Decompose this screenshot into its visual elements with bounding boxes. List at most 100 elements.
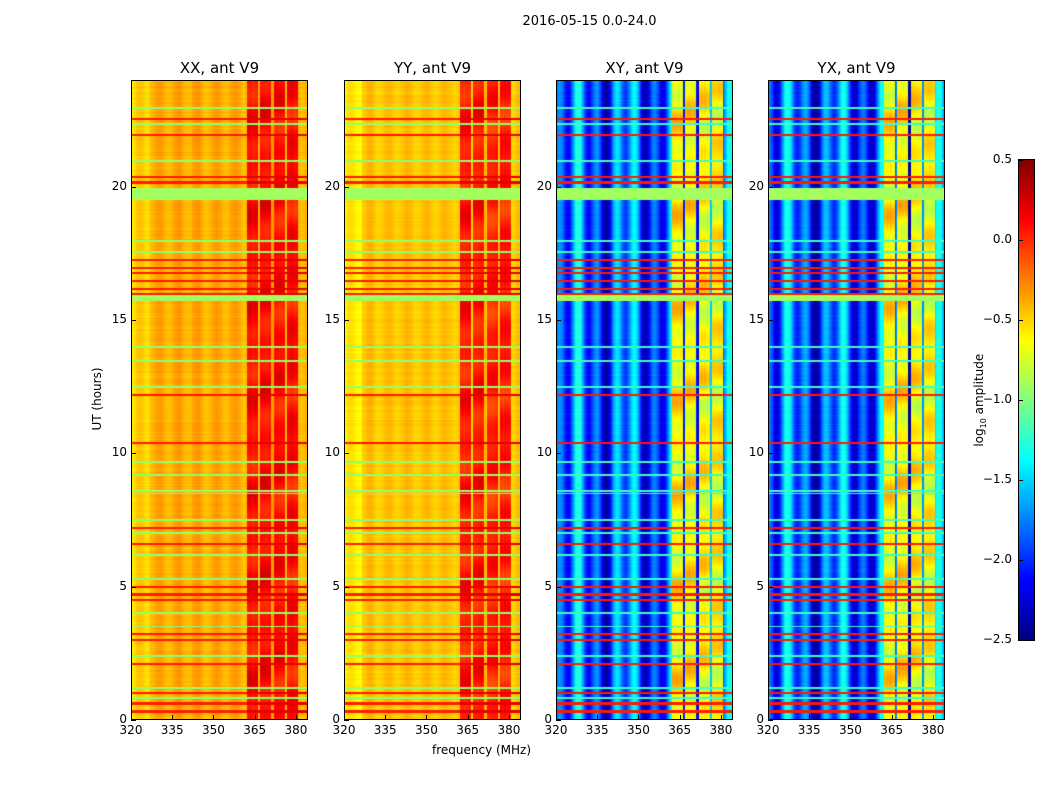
y-tick-label: 0	[332, 712, 340, 726]
y-tick-mark	[556, 720, 561, 721]
colorbar-label-rest: amplitude	[971, 353, 986, 419]
y-tick-label: 15	[111, 312, 127, 326]
y-axis-label: UT (hours)	[90, 367, 104, 431]
x-tick-label: 380	[709, 723, 733, 737]
x-axis-label: frequency (MHz)	[432, 743, 532, 757]
panel-title: YX, ant V9	[817, 59, 896, 77]
colorbar-tick-mark	[1019, 560, 1023, 561]
colorbar-tick-label: −2.5	[982, 632, 1012, 646]
heatmap-canvas	[345, 81, 520, 719]
y-tick-label: 20	[536, 178, 552, 193]
y-tick-mark	[344, 586, 349, 588]
x-tick-mark	[385, 715, 387, 720]
y-tick-mark	[344, 320, 349, 321]
colorbar-label-sub: 10	[979, 418, 989, 429]
colorbar-tick-mark	[1019, 480, 1023, 481]
heatmap-panel	[768, 80, 945, 720]
colorbar-tick-label: −0.5	[982, 312, 1012, 326]
y-tick-mark	[344, 720, 349, 721]
x-tick-label: 365	[456, 723, 480, 737]
x-tick-mark	[850, 715, 852, 720]
x-tick-label: 320	[544, 723, 568, 737]
colorbar-gradient	[1019, 160, 1034, 640]
y-tick-mark	[768, 320, 773, 321]
y-tick-label: 15	[536, 312, 552, 326]
x-tick-label: 365	[243, 723, 267, 737]
y-tick-mark	[556, 186, 561, 188]
x-tick-mark	[809, 715, 811, 720]
x-tick-mark	[508, 715, 510, 720]
x-tick-label: 350	[202, 723, 225, 737]
x-tick-label: 350	[839, 723, 862, 737]
colorbar	[1018, 159, 1035, 641]
y-tick-mark	[131, 186, 136, 188]
y-tick-label: 10	[748, 445, 764, 460]
x-tick-label: 380	[497, 723, 521, 737]
colorbar-tick-mark	[1019, 160, 1023, 161]
x-tick-label: 320	[332, 723, 356, 737]
y-tick-mark	[131, 453, 136, 455]
x-tick-label: 365	[668, 723, 692, 737]
y-tick-label: 10	[111, 445, 127, 460]
y-tick-label: 5	[119, 578, 127, 593]
x-tick-mark	[213, 715, 215, 720]
heatmap-panel	[556, 80, 733, 720]
colorbar-tick-label: −1.0	[982, 392, 1012, 406]
y-tick-mark	[131, 320, 136, 321]
y-tick-mark	[131, 586, 136, 588]
colorbar-tick-label: 0.5	[992, 152, 1012, 166]
y-tick-mark	[131, 720, 136, 721]
x-tick-mark	[891, 715, 893, 720]
x-tick-mark	[344, 715, 345, 720]
y-tick-label: 15	[324, 312, 340, 326]
x-tick-label: 380	[284, 723, 308, 737]
y-tick-mark	[556, 320, 561, 321]
panel-title: XY, ant V9	[605, 59, 684, 77]
y-tick-label: 20	[748, 178, 764, 193]
colorbar-label-log: log	[971, 428, 986, 447]
y-tick-mark	[344, 186, 349, 188]
x-tick-mark	[295, 715, 297, 720]
heatmap-panel	[131, 80, 308, 720]
y-tick-label: 0	[756, 712, 764, 726]
y-tick-mark	[556, 453, 561, 455]
x-tick-label: 380	[921, 723, 945, 737]
y-tick-label: 20	[111, 178, 127, 193]
x-tick-mark	[932, 715, 934, 720]
x-tick-mark	[556, 715, 557, 720]
y-tick-mark	[344, 453, 349, 455]
x-tick-label: 335	[585, 723, 609, 737]
heatmap-canvas	[769, 81, 944, 719]
panel-title: XX, ant V9	[179, 59, 260, 77]
y-tick-label: 10	[536, 445, 552, 460]
x-tick-label: 350	[415, 723, 438, 737]
x-tick-mark	[720, 715, 722, 720]
colorbar-tick-label: −2.0	[982, 552, 1012, 566]
y-tick-label: 0	[119, 712, 127, 726]
panel-title: YY, ant V9	[393, 59, 471, 77]
y-tick-label: 5	[756, 578, 764, 593]
x-tick-label: 320	[119, 723, 143, 737]
y-tick-label: 10	[324, 445, 340, 460]
x-tick-mark	[597, 715, 599, 720]
colorbar-tick-mark	[1019, 400, 1023, 401]
x-tick-label: 320	[756, 723, 780, 737]
x-tick-label: 365	[880, 723, 904, 737]
x-tick-mark	[467, 715, 469, 720]
x-tick-mark	[426, 715, 428, 720]
x-tick-label: 335	[160, 723, 184, 737]
x-tick-label: 335	[797, 723, 821, 737]
colorbar-tick-label: 0.0	[992, 232, 1012, 246]
x-tick-mark	[638, 715, 640, 720]
y-tick-label: 0	[544, 712, 552, 726]
heatmap-canvas	[557, 81, 732, 719]
heatmap-canvas	[132, 81, 307, 719]
y-tick-mark	[768, 586, 773, 588]
x-tick-mark	[254, 715, 256, 720]
colorbar-tick-mark	[1019, 320, 1023, 321]
y-tick-mark	[768, 186, 773, 188]
x-tick-label: 350	[627, 723, 650, 737]
colorbar-tick-mark	[1019, 640, 1023, 641]
y-tick-label: 5	[544, 578, 552, 593]
